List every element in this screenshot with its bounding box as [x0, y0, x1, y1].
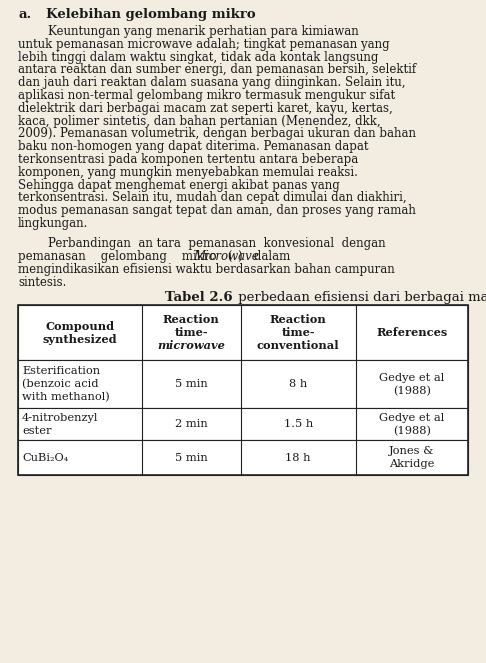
Text: (1988): (1988)	[393, 426, 431, 436]
Text: Reaction: Reaction	[270, 314, 327, 326]
Text: sintesis.: sintesis.	[18, 276, 67, 289]
Text: Tabel 2.6: Tabel 2.6	[165, 291, 233, 304]
Text: dan jauh dari reaktan dalam suasana yang diinginkan. Selain itu,: dan jauh dari reaktan dalam suasana yang…	[18, 76, 405, 90]
Bar	[18, 360, 468, 408]
Text: baku non-homogen yang dapat diterima. Pemanasan dapat: baku non-homogen yang dapat diterima. Pe…	[18, 140, 368, 153]
Text: Akridge: Akridge	[389, 459, 434, 469]
Text: time-: time-	[174, 328, 208, 338]
Text: mengindikasikan efisiensi waktu berdasarkan bahan campuran: mengindikasikan efisiensi waktu berdasar…	[18, 263, 395, 276]
Bar	[18, 306, 468, 475]
Text: untuk pemanasan microwave adalah; tingkat pemanasan yang: untuk pemanasan microwave adalah; tingka…	[18, 38, 390, 51]
Text: Jones &: Jones &	[389, 446, 434, 456]
Text: terkonsentrasi. Selain itu, mudah dan cepat dimulai dan diakhiri,: terkonsentrasi. Selain itu, mudah dan ce…	[18, 192, 407, 204]
Text: lingkungan.: lingkungan.	[18, 217, 88, 230]
Text: time-: time-	[281, 328, 315, 338]
Text: Compound: Compound	[45, 321, 114, 332]
Text: terkonsentrasi pada komponen tertentu antara beberapa: terkonsentrasi pada komponen tertentu an…	[18, 153, 358, 166]
Text: pemanasan    gelombang    mikro   (: pemanasan gelombang mikro (	[18, 250, 232, 263]
Text: Keuntungan yang menarik perhatian para kimiawan: Keuntungan yang menarik perhatian para k…	[18, 25, 359, 38]
Text: a.: a.	[18, 8, 31, 21]
Text: Microwave: Microwave	[193, 250, 259, 263]
Text: Perbandingan  an tara  pemanasan  konvesional  dengan: Perbandingan an tara pemanasan konvesion…	[18, 237, 385, 251]
Text: with methanol): with methanol)	[22, 392, 110, 402]
Text: 1.5 h: 1.5 h	[283, 419, 313, 430]
Bar	[18, 306, 468, 360]
Text: )   dalam: ) dalam	[238, 250, 290, 263]
Text: lebih tinggi dalam waktu singkat, tidak ada kontak langsung: lebih tinggi dalam waktu singkat, tidak …	[18, 50, 379, 64]
Text: CuBi₂O₄: CuBi₂O₄	[22, 453, 68, 463]
Text: References: References	[376, 328, 448, 338]
Text: 2 min: 2 min	[175, 419, 208, 430]
Text: Sehingga dapat menghemat energi akibat panas yang: Sehingga dapat menghemat energi akibat p…	[18, 178, 340, 192]
Text: komponen, yang mungkin menyebabkan memulai reaksi.: komponen, yang mungkin menyebabkan memul…	[18, 166, 358, 179]
Text: synthesized: synthesized	[43, 333, 117, 345]
Text: 5 min: 5 min	[175, 379, 208, 389]
Bar	[18, 408, 468, 440]
Text: aplikasi non-termal gelombang mikro termasuk mengukur sifat: aplikasi non-termal gelombang mikro term…	[18, 89, 395, 102]
Text: 5 min: 5 min	[175, 453, 208, 463]
Text: ester: ester	[22, 426, 52, 436]
Text: conventional: conventional	[257, 340, 339, 351]
Text: Esterification: Esterification	[22, 367, 100, 377]
Text: Gedye et al: Gedye et al	[379, 373, 444, 383]
Text: 18 h: 18 h	[285, 453, 311, 463]
Text: antara reaktan dan sumber energi, dan pemanasan bersih, selektif: antara reaktan dan sumber energi, dan pe…	[18, 64, 416, 76]
Bar	[18, 440, 468, 475]
Text: (benzoic acid: (benzoic acid	[22, 379, 99, 389]
Text: 2009). Pemanasan volumetrik, dengan berbagai ukuran dan bahan: 2009). Pemanasan volumetrik, dengan berb…	[18, 127, 416, 141]
Text: Kelebihan gelombang mikro: Kelebihan gelombang mikro	[46, 8, 256, 21]
Text: Reaction: Reaction	[163, 314, 220, 326]
Text: microwave: microwave	[157, 340, 225, 351]
Text: (1988): (1988)	[393, 386, 431, 396]
Text: 8 h: 8 h	[289, 379, 307, 389]
Text: kaca, polimer sintetis, dan bahan pertanian (Menendez, dkk,: kaca, polimer sintetis, dan bahan pertan…	[18, 115, 381, 127]
Text: 4-nitrobenzyl: 4-nitrobenzyl	[22, 413, 98, 423]
Text: Gedye et al: Gedye et al	[379, 413, 444, 423]
Text: dielektrik dari berbagai macam zat seperti karet, kayu, kertas,: dielektrik dari berbagai macam zat seper…	[18, 102, 393, 115]
Text: modus pemanasan sangat tepat dan aman, dan proses yang ramah: modus pemanasan sangat tepat dan aman, d…	[18, 204, 416, 217]
Text: perbedaan efisiensi dari berbagai material: perbedaan efisiensi dari berbagai materi…	[234, 291, 486, 304]
